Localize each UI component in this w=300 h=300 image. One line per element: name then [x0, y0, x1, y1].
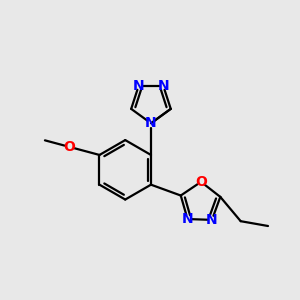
Text: O: O	[195, 175, 207, 189]
Text: N: N	[133, 79, 145, 93]
Text: N: N	[206, 213, 218, 227]
Text: N: N	[182, 212, 193, 226]
Text: N: N	[145, 116, 157, 130]
Text: O: O	[63, 140, 75, 154]
Text: N: N	[158, 79, 169, 93]
